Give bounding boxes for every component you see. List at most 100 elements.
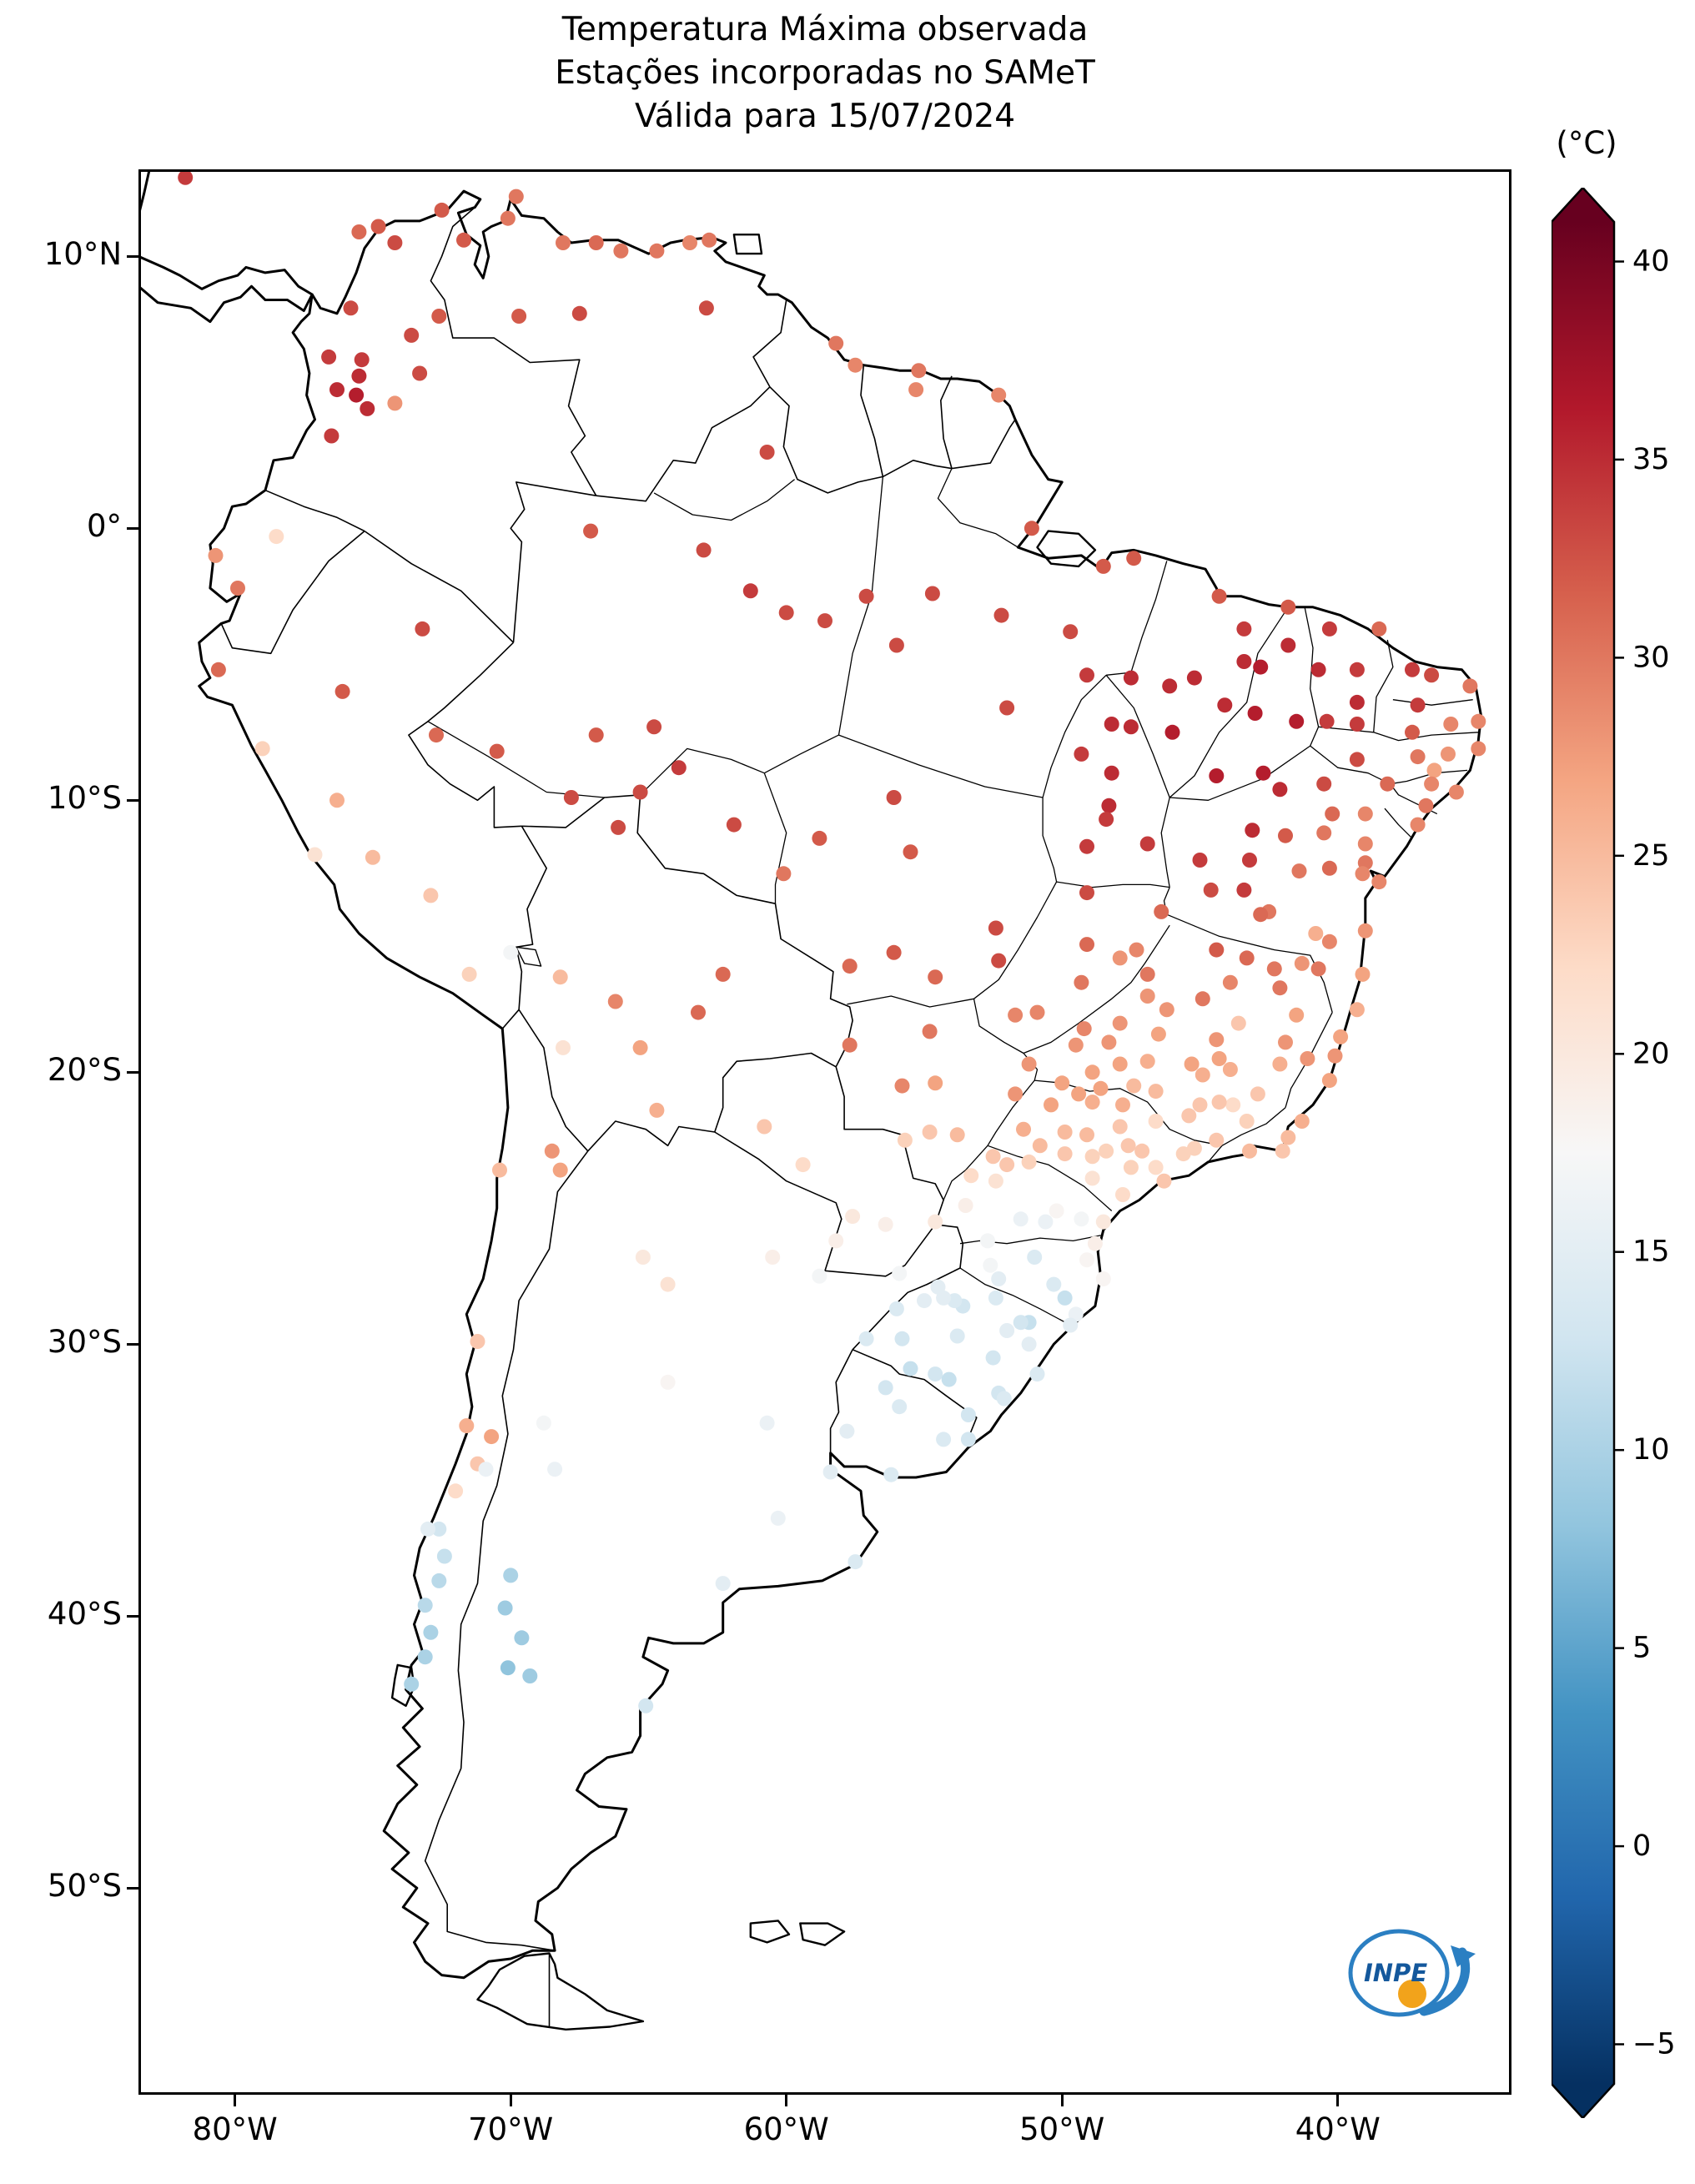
station-dot [1321,933,1337,949]
station-dot [1266,961,1282,977]
station-dot [635,1250,651,1265]
station-dot [436,1548,452,1564]
station-dot [1405,724,1420,740]
station-dot [1029,1366,1045,1382]
station-dot [660,1374,676,1390]
station-dot [1104,765,1119,781]
station-dot [1129,942,1144,958]
station-dot [1181,1108,1197,1124]
lon-tick-mark [509,2095,512,2106]
country-border [883,460,953,478]
station-dot [958,1198,973,1213]
inpe-logo-text: INPE [1364,1959,1427,1987]
country-border [940,375,953,469]
station-dot [903,1361,918,1376]
station-dot [632,784,648,800]
station-dot [329,382,345,398]
station-dot [894,1078,910,1094]
state-border [943,1145,988,1200]
station-dot [1046,1276,1062,1292]
station-dot [1021,1336,1037,1352]
station-dot [351,224,367,239]
colorbar-tick-label: −5 [1632,2028,1676,2061]
station-dot [1275,1143,1290,1159]
station-dot [1357,836,1373,852]
station-dot [845,1209,861,1225]
country-border [220,530,365,655]
station-dot [1150,1026,1166,1042]
station-dot [949,1328,965,1344]
colorbar-tick-label: 20 [1632,1037,1670,1070]
colorbar-tick-label: 35 [1632,443,1670,476]
state-border [1106,561,1168,676]
station-dot [1123,719,1139,735]
station-dot [1245,823,1260,838]
station-dot [1272,1056,1288,1072]
station-dot [1278,828,1293,843]
station-dot [988,920,1003,936]
station-dot [552,1162,568,1178]
station-dot [928,1214,943,1230]
station-dot [1057,1290,1073,1306]
lake-outline [516,946,542,967]
station-dot [1253,659,1269,675]
station-dot [1101,1034,1117,1050]
station-dot [1021,1056,1037,1072]
station-dot [1357,923,1373,939]
station-dot [903,844,918,860]
station-dot [1139,989,1155,1004]
station-dot [404,1676,420,1692]
station-dot [1209,942,1225,958]
state-border [1285,1012,1333,1108]
lon-tick-label: 40°W [1295,2111,1381,2147]
station-dot [759,1415,775,1431]
state-border [1318,639,1394,733]
station-dot [461,966,477,982]
station-dot [1148,1160,1164,1175]
station-dot [842,959,858,974]
state-border [1105,674,1170,798]
station-dot [812,830,827,846]
lat-tick-label: 10°S [47,780,122,817]
station-dot [1195,1067,1210,1083]
station-dot [691,1004,706,1020]
station-dot [1095,1214,1111,1230]
colorbar-tick-label: 0 [1632,1829,1651,1863]
station-dot [489,743,505,759]
country-border [714,1052,837,1133]
station-dot [1063,624,1079,640]
station-dot [991,953,1007,969]
station-dot [492,1162,507,1178]
station-dot [1280,1130,1296,1145]
station-dot [1426,762,1442,778]
station-dot [1280,599,1296,615]
station-dot [1154,903,1169,919]
station-dot [459,1418,475,1434]
station-dot [324,428,340,444]
state-border [1160,797,1170,888]
station-dot [1079,937,1094,953]
country-border [769,386,883,494]
station-dot [1074,746,1089,762]
station-dot [1355,966,1371,982]
station-dot [417,1598,433,1613]
station-dot [208,547,224,563]
station-dot [423,1624,439,1640]
station-dot [1255,765,1271,781]
station-dot [878,1216,893,1232]
coastline-path [198,189,1483,1980]
state-border [763,772,787,904]
lat-tick-label: 10°N [43,236,122,273]
station-dot [682,235,697,250]
station-dot [1112,1056,1128,1072]
station-dot [1294,1114,1310,1129]
station-dot [544,1143,560,1159]
station-dot [1148,1084,1164,1100]
lon-tick-label: 70°W [468,2111,554,2147]
state-border [973,881,1058,999]
station-dot [908,382,924,398]
station-dot [924,586,940,601]
station-dot [1156,1173,1172,1189]
station-dot [897,1132,913,1148]
station-dot [1222,1062,1238,1077]
